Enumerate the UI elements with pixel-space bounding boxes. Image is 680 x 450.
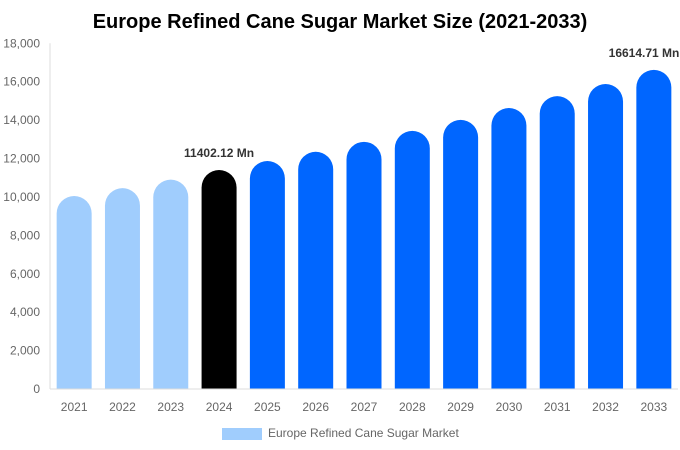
x-axis: 2021 2022 2023 2024 2025 2026 2027 2028 2029 2030… [50,388,678,414]
bar-2029[interactable] [443,119,479,389]
legend-swatch [222,428,262,440]
x-tick-label: 2021 [61,400,88,414]
bar-2023[interactable] [153,179,189,389]
bar-2031[interactable] [539,96,575,389]
bar-2027[interactable] [346,141,382,389]
y-tick-label: 2,000 [10,344,40,358]
x-tick-label: 2032 [592,400,619,414]
bar-2026[interactable] [298,151,334,389]
x-tick-label: 2027 [351,400,378,414]
bar-2033[interactable] [636,69,672,389]
bar-2032[interactable] [588,84,624,389]
x-tick-label: 2033 [640,400,667,414]
legend[interactable]: Europe Refined Cane Sugar Market [222,426,459,440]
bar-2028[interactable] [394,130,430,390]
x-tick-label: 2023 [157,400,184,414]
legend-label: Europe Refined Cane Sugar Market [268,426,459,440]
data-labels: 11402.12 Mn 16614.71 Mn [184,46,679,160]
x-tick-label: 2030 [496,400,523,414]
x-tick-label: 2029 [447,400,474,414]
y-tick-label: 4,000 [10,305,40,319]
bars [56,69,672,390]
y-tick-label: 8,000 [10,228,40,242]
bar-2025[interactable] [249,161,285,389]
x-tick-label: 2024 [206,400,233,414]
data-label-2033: 16614.71 Mn [609,46,680,60]
y-tick-label: 12,000 [3,152,40,166]
x-tick-label: 2026 [302,400,329,414]
y-axis: 0 2,000 4,000 6,000 8,000 10,000 12,000 14,000 1… [3,36,51,396]
bar-2021[interactable] [56,195,92,389]
data-label-2024: 11402.12 Mn [184,146,254,160]
x-tick-label: 2028 [399,400,426,414]
x-tick-label: 2031 [544,400,571,414]
y-tick-label: 16,000 [3,75,40,89]
y-tick-label: 6,000 [10,267,40,281]
y-tick-label: 10,000 [3,190,40,204]
y-tick-label: 18,000 [3,36,40,50]
bar-2024[interactable] [201,170,237,389]
chart-title: Europe Refined Cane Sugar Market Size (2… [93,11,588,33]
x-tick-label: 2025 [254,400,281,414]
bar-2030[interactable] [491,108,527,390]
bar-2022[interactable] [104,188,140,389]
x-tick-label: 2022 [109,400,136,414]
y-tick-label: 14,000 [3,113,40,127]
y-tick-label: 0 [33,382,40,396]
